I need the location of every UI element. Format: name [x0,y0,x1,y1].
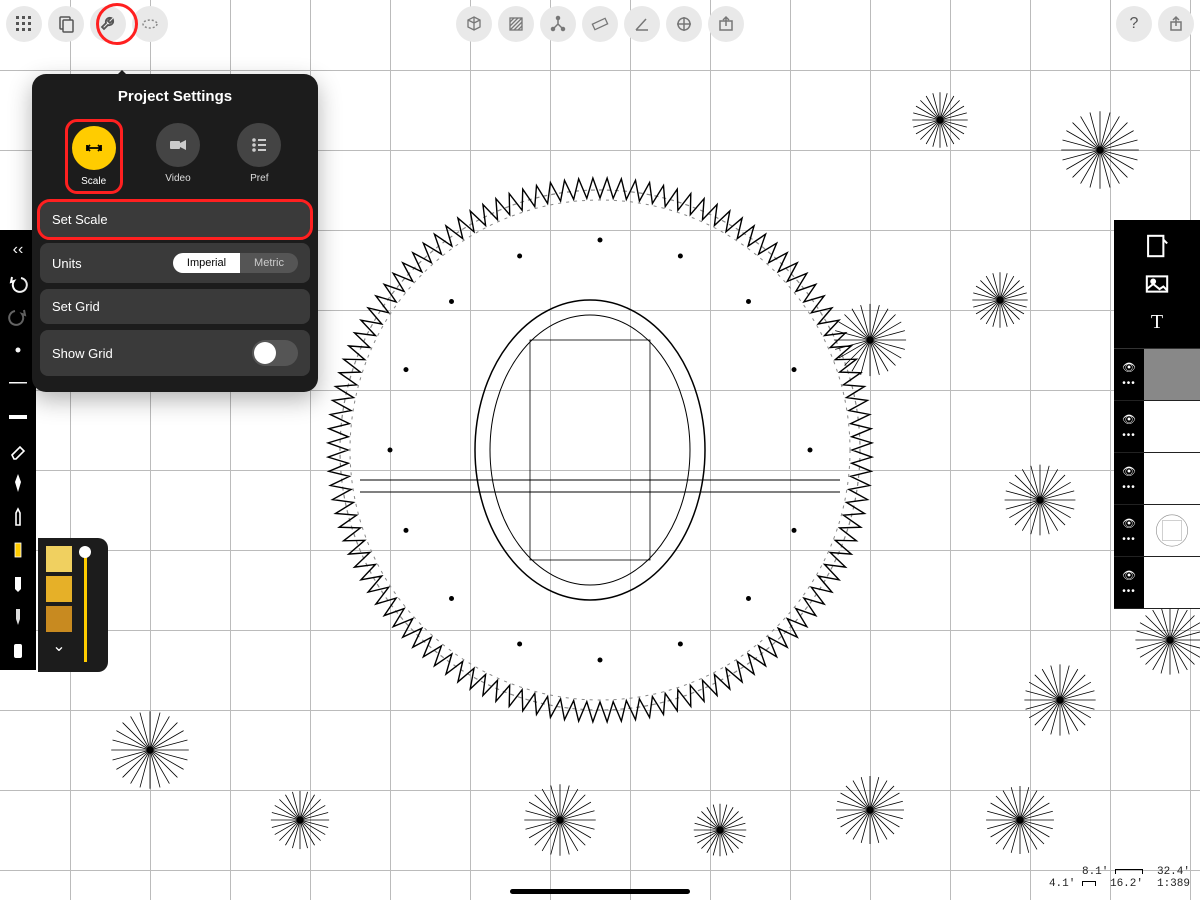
project-settings-popover: Project Settings Scale Video Pref Set Sc… [32,74,318,392]
tab-scale[interactable]: Scale [65,119,123,194]
redo-icon[interactable] [4,305,32,328]
scale-value: 32.4' [1157,866,1190,878]
fill-icon[interactable] [4,639,32,662]
eye-icon[interactable]: 👁 [1122,465,1136,478]
tab-pref[interactable]: Pref [237,123,281,190]
row-show-grid[interactable]: Show Grid [40,330,310,376]
dot-tool[interactable] [4,338,32,361]
cube-icon[interactable] [456,6,492,42]
top-toolbar-center [456,6,744,42]
branch-icon[interactable] [540,6,576,42]
layer-thumbnail[interactable] [1144,453,1200,504]
layer-row[interactable]: 👁 ••• [1114,453,1200,505]
export-icon[interactable] [708,6,744,42]
layer-menu-icon[interactable]: ••• [1122,586,1136,597]
top-toolbar-left [6,6,168,42]
eye-icon[interactable]: 👁 [1122,361,1136,374]
eye-icon[interactable]: 👁 [1122,413,1136,426]
brush-icon[interactable] [4,605,32,628]
show-grid-toggle[interactable] [252,340,298,366]
popover-tabs: Scale Video Pref [32,117,318,202]
share-icon[interactable] [1158,6,1194,42]
scale-ratio: 1:389 [1157,878,1190,890]
text-icon[interactable]: T [1143,308,1171,336]
layer-thumbnail[interactable] [1144,557,1200,608]
eye-icon[interactable]: 👁 [1122,517,1136,530]
layer-menu-icon[interactable]: ••• [1122,378,1136,389]
popover-title: Project Settings [32,74,318,117]
help-icon[interactable]: ? [1116,6,1152,42]
swatch-1[interactable] [46,546,72,572]
opacity-slider[interactable] [78,546,92,662]
hatch-icon[interactable] [498,6,534,42]
pages-icon[interactable] [48,6,84,42]
line-thick-tool[interactable] [4,405,32,428]
wrench-icon[interactable] [90,6,126,42]
row-set-scale[interactable]: Set Scale [40,202,310,237]
add-page-icon[interactable] [1143,232,1171,260]
eye-icon[interactable]: 👁 [1122,569,1136,582]
layer-row[interactable]: 👁 ••• [1114,401,1200,453]
home-indicator [510,889,690,894]
line-thin-tool[interactable] [4,372,32,395]
swatch-expand-chevron[interactable]: ⌄ [46,636,72,656]
row-units: Units Imperial Metric [40,243,310,283]
layer-menu-icon[interactable]: ••• [1122,534,1136,545]
eraser-icon[interactable] [4,438,32,461]
image-icon[interactable] [1143,270,1171,298]
pen-icon[interactable] [4,472,32,495]
target-icon[interactable] [666,6,702,42]
scale-value: 4.1' [1049,878,1075,890]
units-segmented: Imperial Metric [173,253,298,273]
dashed-icon[interactable] [132,6,168,42]
color-swatch-panel: ⌄ [38,538,108,672]
layer-thumbnail[interactable] [1144,349,1200,400]
marker-icon[interactable] [4,572,32,595]
layer-thumbnail[interactable] [1144,505,1200,556]
layer-row[interactable]: 👁 ••• [1114,557,1200,609]
tab-pref-label: Pref [250,173,268,184]
seg-imperial[interactable]: Imperial [173,253,240,273]
row-units-label: Units [52,256,82,271]
angle-icon[interactable] [624,6,660,42]
top-toolbar-right: ? [1116,6,1194,42]
row-set-scale-label: Set Scale [52,212,108,227]
undo-icon[interactable] [4,271,32,294]
layers-list: 👁 ••• 👁 ••• 👁 ••• 👁 ••• 👁 ••• [1114,349,1200,609]
tab-video[interactable]: Video [156,123,200,190]
grid-tool-icon[interactable] [6,6,42,42]
tab-video-label: Video [165,173,190,184]
left-tool-strip: ‹‹ [0,230,36,670]
row-set-grid[interactable]: Set Grid [40,289,310,324]
swatch-3[interactable] [46,606,72,632]
pencil-icon[interactable] [4,505,32,528]
scale-readout: 8.1' 32.4' 4.1' 16.2' 1:389 [1049,866,1190,890]
row-set-grid-label: Set Grid [52,299,100,314]
tab-scale-label: Scale [81,176,106,187]
layer-menu-icon[interactable]: ••• [1122,482,1136,493]
collapse-chevrons[interactable]: ‹‹ [4,238,32,261]
layer-thumbnail[interactable] [1144,401,1200,452]
scale-value: 16.2' [1110,878,1143,890]
layer-row[interactable]: 👁 ••• [1114,349,1200,401]
scale-value: 8.1' [1082,866,1108,878]
layer-menu-icon[interactable]: ••• [1122,430,1136,441]
layer-row[interactable]: 👁 ••• [1114,505,1200,557]
ruler-icon[interactable] [582,6,618,42]
row-show-grid-label: Show Grid [52,346,113,361]
highlighter-icon[interactable] [4,539,32,562]
swatch-2[interactable] [46,576,72,602]
seg-metric[interactable]: Metric [240,253,298,273]
right-layers-panel: T 👁 ••• 👁 ••• 👁 ••• 👁 ••• 👁 ••• [1114,220,1200,609]
